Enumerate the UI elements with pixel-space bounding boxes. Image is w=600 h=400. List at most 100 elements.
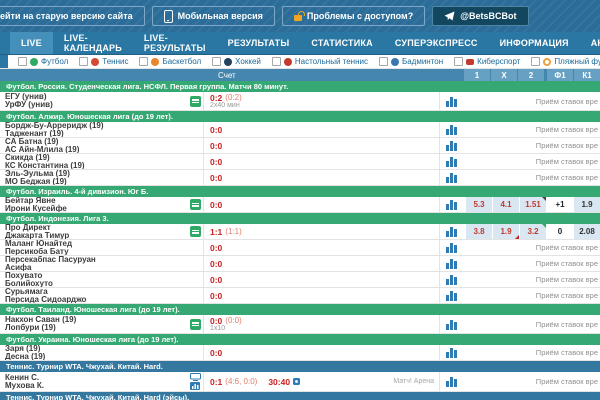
unlock-icon	[293, 14, 302, 21]
team1-name: Сурьямага	[5, 288, 48, 296]
chart-column	[439, 288, 462, 303]
match-row[interactable]: ЕГУ (унив) УрФУ (унив) 0:2 (0:2) 2x40 мин При…	[0, 92, 600, 111]
chart-column	[439, 197, 462, 212]
match-stats-chart-icon[interactable]	[445, 140, 458, 151]
odds-x-cell[interactable]: 4.1	[493, 197, 519, 212]
match-stats-chart-icon[interactable]	[445, 124, 458, 135]
sport-filter-beach-soccer[interactable]: Пляжный футбол	[531, 57, 600, 66]
match-row[interactable]: Эль-Эульма (19) МО Беджая (19) 0:0 Приём ст…	[0, 170, 600, 186]
sport-filter-esports[interactable]: Киберспорт	[454, 57, 520, 66]
match-icons	[187, 92, 203, 110]
odds-k1-cell[interactable]: 1.9	[574, 197, 600, 212]
live-match-icon	[189, 199, 201, 210]
score-line: 1:1 (1:1)	[210, 226, 242, 236]
nav-tab-информация[interactable]: ИНФОРМАЦИЯ	[499, 38, 569, 48]
match-stats-chart-icon[interactable]	[445, 242, 458, 253]
sport-filter-badminton[interactable]: Бадминтон	[378, 57, 443, 66]
match-row[interactable]: Про Директ Джакарта Тимур 1:1 (1:1) 3.8 1.9 3.…	[0, 224, 600, 240]
sport-filter-basketball[interactable]: Баскетбол	[139, 57, 201, 66]
match-row[interactable]: Похувато Болийохуто 0:0 Приём ставок вре	[0, 272, 600, 288]
sport-checkbox[interactable]	[18, 57, 27, 66]
match-stats-chart-icon[interactable]	[445, 199, 458, 210]
chart-column	[439, 372, 462, 391]
match-stats-chart-icon[interactable]	[445, 376, 458, 387]
chart-column	[439, 170, 462, 185]
nav-tab-live-календарь[interactable]: LIVE-КАЛЕНДАРЬ	[63, 33, 122, 53]
match-stats-chart-icon[interactable]	[445, 347, 458, 358]
odds-handicap1-cell[interactable]: +1	[547, 197, 573, 212]
match-row[interactable]: Заря (19) Десна (19) 0:0 Приём ставок вре	[0, 345, 600, 361]
access-problems-button[interactable]: Проблемы с доступом?	[281, 6, 426, 26]
score-line: 0:0	[210, 125, 222, 134]
match-icons	[187, 315, 203, 333]
nav-tab-результаты[interactable]: РЕЗУЛЬТАТЫ	[227, 38, 290, 48]
current-score: 0:0	[210, 242, 223, 253]
score-stack: 0:2 (0:2) 2x40 мин	[210, 93, 242, 109]
odds-1-cell[interactable]: 3.8	[466, 224, 492, 239]
sport-filter-hockey[interactable]: Хоккей	[212, 57, 261, 66]
team1-name: Эль-Эульма (19)	[5, 170, 70, 178]
sport-checkbox[interactable]	[212, 57, 222, 66]
match-row[interactable]: Накхон Саван (19) Лопбури (19) 0:0 (0:0) 1х1…	[0, 315, 600, 334]
league-header: Футбол. Украина. Юношеская лига (до 19 л…	[0, 334, 600, 345]
match-stats-chart-icon[interactable]	[445, 258, 458, 269]
sport-checkbox[interactable]	[79, 57, 89, 66]
odds-1-cell[interactable]: 5.3	[466, 197, 492, 212]
betting-suspended-label: Приём ставок вре	[535, 96, 598, 106]
match-stats-chart-icon[interactable]	[445, 226, 458, 237]
match-row[interactable]: Персекабпас Пасуруан Асифа 0:0 Приём ставок…	[0, 256, 600, 272]
current-score: 0:1	[210, 376, 223, 387]
team-names: Маланг Юнайтед Персикоба Бату	[0, 240, 187, 255]
collapsed-panel-tab[interactable]	[0, 55, 8, 68]
score-line: 0:0	[210, 141, 222, 150]
odds-k1-cell[interactable]: 2.08	[574, 224, 600, 239]
match-row[interactable]: Бордж-Бу-Арреридж (19) Тадженант (19) 0:0 П…	[0, 122, 600, 138]
match-row[interactable]: СА Батна (19) АС Айн-Млила (19) 0:0 Приём с…	[0, 138, 600, 154]
nav-tab-live[interactable]: LIVE	[10, 32, 53, 54]
sport-filter-football[interactable]: Футбол	[18, 57, 68, 66]
score-column: 0:0	[203, 288, 439, 303]
match-row[interactable]: Скикда (19) КС Константина (19) 0:0 Приём с…	[0, 154, 600, 170]
match-row[interactable]: Бейтар Явне Ирони Кусейфе 0:0 5.3 4.1 1.51 +1 1…	[0, 197, 600, 213]
score-column: 0:0	[203, 197, 439, 212]
betting-suspended-label: Приём ставок вре	[535, 275, 598, 284]
match-stats-chart-icon[interactable]	[445, 156, 458, 167]
sport-checkbox[interactable]	[454, 57, 464, 66]
sport-checkbox[interactable]	[139, 57, 149, 66]
odds-2-cell[interactable]: 1.51	[520, 197, 546, 212]
column-header-К1: К1	[574, 69, 600, 81]
match-stats-chart-icon[interactable]	[445, 290, 458, 301]
nav-tab-акции[interactable]: АКЦИИ	[590, 38, 600, 48]
main-nav: LIVE LIVE-КАЛЕНДАРЬ LIVE-РЕЗУЛЬТАТЫ РЕЗУЛЬТ…	[0, 32, 600, 55]
team1-name: Заря (19)	[5, 345, 41, 353]
mobile-version-button[interactable]: Мобильная версия	[151, 6, 275, 26]
old-version-button[interactable]: ейти на старую версию сайта	[0, 6, 145, 26]
nav-tab-статистика[interactable]: СТАТИСТИКА	[311, 38, 373, 48]
team-names: СА Батна (19) АС Айн-Млила (19)	[0, 138, 187, 153]
nav-tab-суперэкспресс[interactable]: СУПЕРЭКСПРЕСС	[394, 38, 478, 48]
match-stats-chart-icon[interactable]	[445, 172, 458, 183]
betting-suspended-label: Приём ставок вре	[535, 125, 598, 134]
period-scores: (1:1)	[225, 226, 242, 236]
sport-checkbox[interactable]	[531, 57, 541, 66]
score-column: 0:2 (0:2) 2x40 мин	[203, 92, 439, 110]
sport-filter-tennis[interactable]: Теннис	[79, 57, 128, 66]
team-names: Скикда (19) КС Константина (19)	[0, 154, 187, 169]
team1-name: Похувато	[5, 272, 43, 280]
match-row[interactable]: Сурьямага Персида Сидоарджо 0:0 Приём ставо…	[0, 288, 600, 304]
match-stats-chart-icon[interactable]	[445, 96, 458, 107]
sport-checkbox[interactable]	[271, 57, 281, 66]
sport-checkbox[interactable]	[378, 57, 388, 66]
match-row[interactable]: Кенин С. Мухова К. 0:1 (4:6, 0:0) 30:40 Матч!…	[0, 372, 600, 392]
league-header: Теннис. Турнир WTA. Чжухай. Китай. Hard …	[0, 392, 600, 400]
match-stats-chart-icon[interactable]	[445, 274, 458, 285]
match-stats-chart-icon[interactable]	[445, 319, 458, 330]
sport-filter-table-tennis[interactable]: Настольный теннис	[271, 57, 368, 66]
match-row[interactable]: Маланг Юнайтед Персикоба Бату 0:0 Приём ста…	[0, 240, 600, 256]
nav-tab-live-результаты[interactable]: LIVE-РЕЗУЛЬТАТЫ	[143, 33, 206, 53]
telegram-bot-button[interactable]: @BetsBCBot	[432, 6, 529, 26]
score-line: 0:0	[210, 242, 223, 253]
odds-2-cell[interactable]: 3.2	[520, 224, 546, 239]
odds-x-cell[interactable]: 1.9	[493, 224, 519, 239]
odds-handicap1-cell[interactable]: 0	[547, 224, 573, 239]
